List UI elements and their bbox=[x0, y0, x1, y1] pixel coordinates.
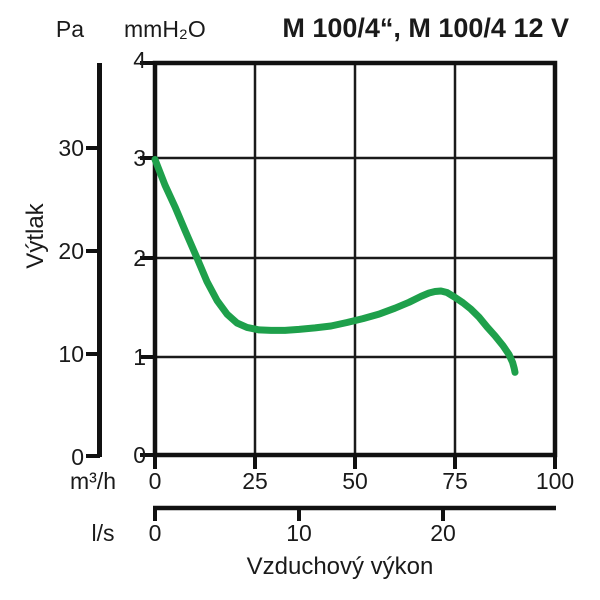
y-axis-title: Výtlak bbox=[22, 203, 49, 269]
ls-axis bbox=[153, 505, 556, 521]
chart-title: M 100/4“, M 100/4 12 V bbox=[282, 13, 569, 43]
performance-curve bbox=[151, 156, 519, 376]
pa-tick-20: 20 bbox=[58, 238, 84, 264]
m3h-tick-75: 75 bbox=[442, 468, 468, 494]
pa-tick-30: 30 bbox=[58, 135, 84, 161]
ls-tick-0: 0 bbox=[148, 520, 162, 546]
m3h-tick-25: 25 bbox=[242, 468, 268, 494]
ls-unit-label: l/s bbox=[91, 520, 115, 546]
m3h-axis-ticks bbox=[153, 455, 557, 469]
ls-tick-10: 10 bbox=[286, 520, 312, 546]
m3h-tick-100: 100 bbox=[535, 468, 575, 494]
mmh2o-tick-0: 0 bbox=[133, 442, 146, 468]
m3h-tick-50: 50 bbox=[342, 468, 368, 494]
x-axis-title: Vzduchový výkon bbox=[246, 553, 434, 580]
mmh2o-tick-2: 2 bbox=[133, 245, 146, 271]
vertical-gridlines bbox=[253, 63, 457, 455]
pa-tick-10: 10 bbox=[58, 341, 84, 367]
m3h-unit-label: m³/h bbox=[70, 468, 116, 494]
pa-unit-label: Pa bbox=[55, 16, 85, 42]
mmh2o-tick-3: 3 bbox=[133, 145, 146, 171]
pa-axis bbox=[86, 63, 102, 458]
mmh2o-tick-1: 1 bbox=[133, 344, 146, 370]
pa-tick-0: 0 bbox=[71, 444, 84, 470]
mmh2o-unit-label: mmH₂O bbox=[124, 16, 206, 42]
ls-tick-20: 20 bbox=[430, 520, 456, 546]
m3h-tick-0: 0 bbox=[148, 468, 162, 494]
mmh2o-tick-4: 4 bbox=[133, 47, 146, 73]
